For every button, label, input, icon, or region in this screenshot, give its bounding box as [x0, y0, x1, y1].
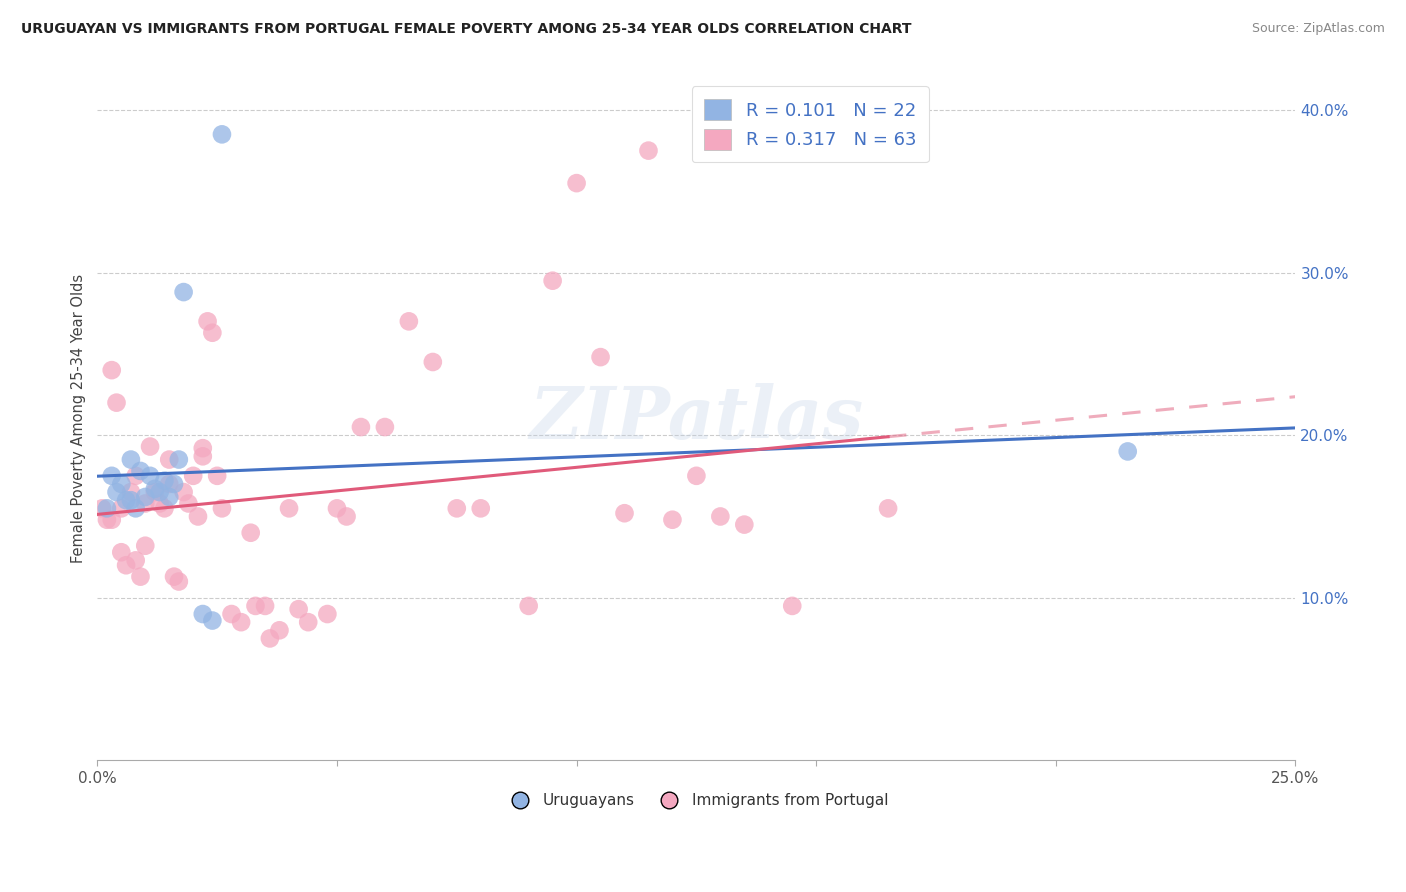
Text: Source: ZipAtlas.com: Source: ZipAtlas.com: [1251, 22, 1385, 36]
Point: [877, 501, 900, 516]
Point: [115, 493, 138, 508]
Point: [259, 632, 281, 646]
Point: [191, 607, 214, 621]
Point: [167, 452, 190, 467]
Point: [733, 517, 755, 532]
Point: [110, 477, 132, 491]
Point: [125, 468, 148, 483]
Point: [181, 468, 204, 483]
Point: [125, 501, 148, 516]
Point: [201, 614, 224, 628]
Point: [134, 539, 156, 553]
Point: [211, 128, 233, 142]
Point: [120, 485, 142, 500]
Point: [350, 420, 373, 434]
Point: [205, 468, 228, 483]
Point: [120, 452, 142, 467]
Point: [316, 607, 339, 621]
Point: [187, 509, 209, 524]
Point: [229, 615, 252, 629]
Point: [173, 285, 195, 299]
Point: [287, 602, 309, 616]
Point: [201, 326, 224, 340]
Point: [239, 525, 262, 540]
Point: [269, 624, 291, 638]
Point: [96, 501, 118, 516]
Point: [105, 485, 128, 500]
Point: [167, 574, 190, 589]
Point: [125, 553, 148, 567]
Point: [100, 468, 122, 483]
Point: [221, 607, 243, 621]
Point: [661, 513, 683, 527]
Point: [637, 144, 659, 158]
Point: [335, 509, 357, 524]
Point: [398, 314, 420, 328]
Point: [149, 496, 172, 510]
Y-axis label: Female Poverty Among 25-34 Year Olds: Female Poverty Among 25-34 Year Olds: [72, 275, 86, 564]
Point: [139, 468, 162, 483]
Point: [134, 490, 156, 504]
Point: [139, 440, 162, 454]
Point: [422, 355, 444, 369]
Point: [374, 420, 396, 434]
Point: [157, 477, 180, 491]
Point: [100, 363, 122, 377]
Point: [780, 599, 803, 613]
Text: URUGUAYAN VS IMMIGRANTS FROM PORTUGAL FEMALE POVERTY AMONG 25-34 YEAR OLDS CORRE: URUGUAYAN VS IMMIGRANTS FROM PORTUGAL FE…: [21, 22, 911, 37]
Point: [157, 490, 180, 504]
Point: [177, 496, 200, 510]
Point: [1116, 444, 1139, 458]
Point: [110, 545, 132, 559]
Point: [115, 558, 138, 573]
Legend: Uruguayans, Immigrants from Portugal: Uruguayans, Immigrants from Portugal: [499, 787, 894, 814]
Point: [709, 509, 731, 524]
Point: [191, 441, 214, 455]
Point: [326, 501, 349, 516]
Point: [297, 615, 319, 629]
Point: [254, 599, 277, 613]
Point: [197, 314, 219, 328]
Point: [541, 274, 564, 288]
Point: [613, 506, 636, 520]
Point: [163, 477, 186, 491]
Point: [120, 493, 142, 508]
Point: [245, 599, 267, 613]
Point: [96, 513, 118, 527]
Point: [91, 501, 114, 516]
Point: [589, 350, 612, 364]
Point: [211, 501, 233, 516]
Point: [278, 501, 301, 516]
Point: [149, 485, 172, 500]
Point: [191, 450, 214, 464]
Point: [173, 485, 195, 500]
Point: [100, 513, 122, 527]
Point: [446, 501, 468, 516]
Point: [517, 599, 540, 613]
Point: [163, 569, 186, 583]
Point: [134, 496, 156, 510]
Point: [157, 452, 180, 467]
Point: [129, 464, 152, 478]
Point: [685, 468, 707, 483]
Point: [153, 474, 176, 488]
Point: [105, 395, 128, 409]
Point: [143, 482, 166, 496]
Text: ZIPatlas: ZIPatlas: [529, 384, 863, 454]
Point: [153, 501, 176, 516]
Point: [143, 485, 166, 500]
Point: [110, 501, 132, 516]
Point: [565, 176, 588, 190]
Point: [129, 569, 152, 583]
Point: [470, 501, 492, 516]
